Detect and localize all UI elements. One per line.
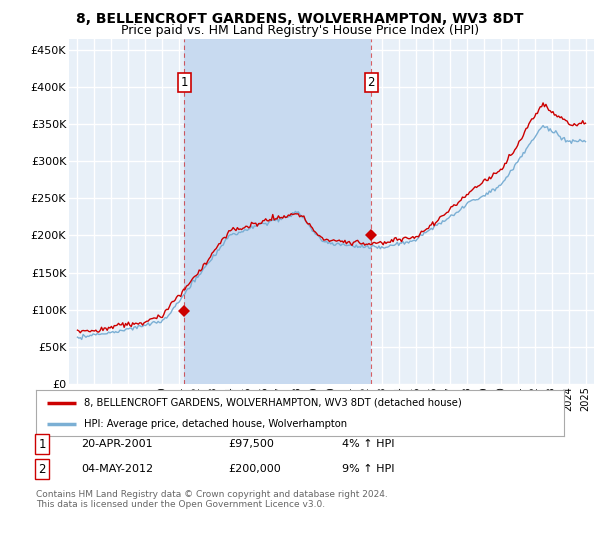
Text: £200,000: £200,000 xyxy=(228,464,281,474)
Text: 2: 2 xyxy=(368,76,375,88)
Text: 4% ↑ HPI: 4% ↑ HPI xyxy=(342,439,395,449)
Text: HPI: Average price, detached house, Wolverhampton: HPI: Average price, detached house, Wolv… xyxy=(83,419,347,429)
Text: 2: 2 xyxy=(38,463,46,476)
Text: 8, BELLENCROFT GARDENS, WOLVERHAMPTON, WV3 8DT: 8, BELLENCROFT GARDENS, WOLVERHAMPTON, W… xyxy=(76,12,524,26)
Text: Price paid vs. HM Land Registry's House Price Index (HPI): Price paid vs. HM Land Registry's House … xyxy=(121,24,479,37)
Bar xyxy=(184,39,371,384)
Text: Contains HM Land Registry data © Crown copyright and database right 2024.
This d: Contains HM Land Registry data © Crown c… xyxy=(36,490,388,510)
Text: 04-MAY-2012: 04-MAY-2012 xyxy=(81,464,153,474)
Text: 20-APR-2001: 20-APR-2001 xyxy=(81,439,152,449)
Text: £97,500: £97,500 xyxy=(228,439,274,449)
Text: 9% ↑ HPI: 9% ↑ HPI xyxy=(342,464,395,474)
Text: 1: 1 xyxy=(38,437,46,451)
Text: 8, BELLENCROFT GARDENS, WOLVERHAMPTON, WV3 8DT (detached house): 8, BELLENCROFT GARDENS, WOLVERHAMPTON, W… xyxy=(83,398,461,408)
Text: 1: 1 xyxy=(181,76,188,88)
